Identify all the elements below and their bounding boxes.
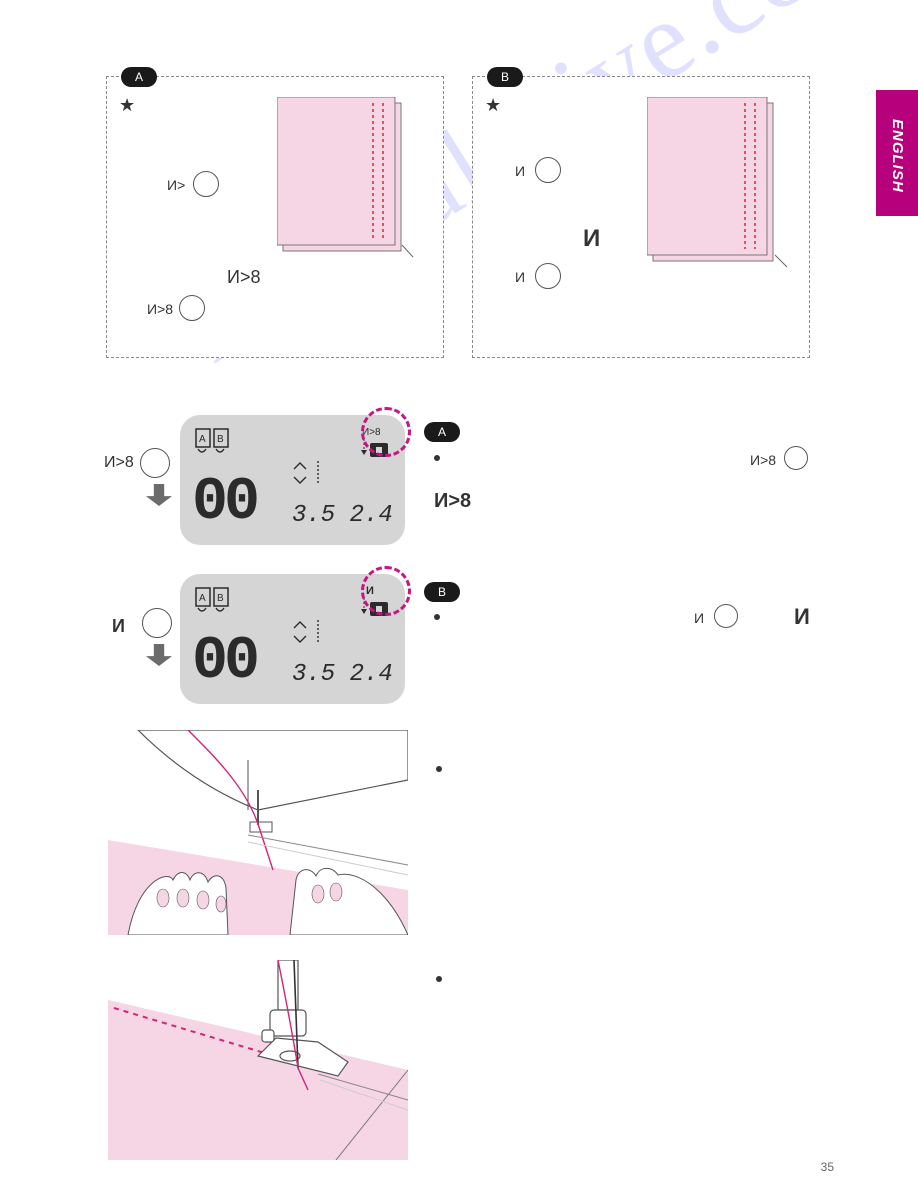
reverse-cut-label: И>8 [104,454,134,472]
reverse-cut-icon: И>8 [147,301,173,317]
panel-a: A ★ И> И>8 И>8 [106,76,444,358]
svg-text:B: B [217,434,224,445]
reverse-button[interactable] [193,171,219,197]
reverse-button-right[interactable] [714,604,738,628]
bullet [436,976,442,982]
lcd-small-digits: 3.5 2.4 [292,661,393,688]
bullet [436,766,442,772]
cut-button-right[interactable] [784,446,808,470]
lcd-digits: 00 [192,469,256,537]
star-icon: ★ [119,95,135,116]
lcd-display-a: A B И>8 00 3.5 2.4 [180,415,405,545]
lcd-digits: 00 [192,628,256,696]
fabric-swatch-svg [277,97,417,267]
lcd-small-digits: 3.5 2.4 [292,502,393,529]
arrow-down-icon [146,484,172,506]
fabric-swatch-b [647,97,797,282]
reverse-icon: И [515,163,525,179]
sewing-illustration-hands [108,730,408,935]
page-number: 35 [821,1160,834,1174]
reverse-cut-button[interactable] [179,295,205,321]
arrow-down-icon [146,644,172,666]
section-a-tab: A [424,422,460,442]
star-icon: ★ [485,95,501,116]
cut-label-right: И>8 [750,452,776,468]
bullet [434,455,440,461]
reverse-button[interactable] [142,608,172,638]
cut-icon: И>8 [227,267,260,288]
reverse-button[interactable] [535,157,561,183]
svg-text:A: A [199,434,206,445]
reverse-label-right: И [694,610,704,626]
lcd-display-b: A B И 00 3.5 2.4 [180,574,405,704]
svg-text:A: A [199,593,206,604]
page: manualshive.com ENGLISH A ★ И> И>8 И>8 B… [0,0,918,1188]
highlight-circle [361,407,411,457]
reverse-large-right: И [794,604,810,630]
reverse-label: И [112,616,125,637]
bullet [434,614,440,620]
reverse-icon: И [515,269,525,285]
fabric-swatch-a [277,97,417,272]
panel-b: B ★ И И И [472,76,810,358]
reverse-icon: И> [167,177,185,193]
reverse-cut-button[interactable] [140,448,170,478]
reverse-button[interactable] [535,263,561,289]
highlight-circle [361,566,411,616]
section-b-tab: B [424,582,460,602]
cut-large: И>8 [434,490,471,513]
sewing-illustration-foot [108,960,408,1160]
panel-a-tab: A [121,67,157,87]
reverse-big-icon: И [583,225,600,253]
language-tab: ENGLISH [876,90,918,216]
panel-b-tab: B [487,67,523,87]
svg-text:B: B [217,593,224,604]
fabric-swatch-svg [647,97,797,277]
